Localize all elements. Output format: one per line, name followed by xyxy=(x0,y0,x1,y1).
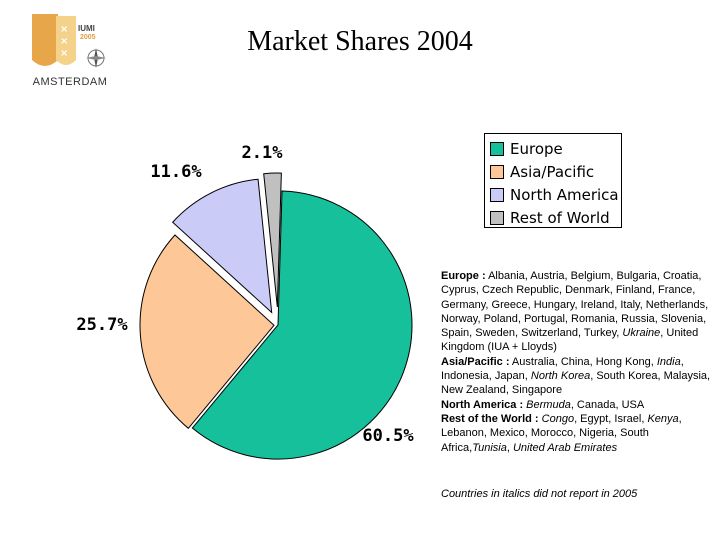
chart-legend: Europe Asia/Pacific North America Rest o… xyxy=(484,133,622,228)
logo-shield-left xyxy=(32,14,58,66)
note-text-italic: Bermuda xyxy=(526,398,571,411)
logo-year: 2005 xyxy=(80,34,96,41)
pie-label-europe: 60.5% xyxy=(362,426,414,446)
note-text-italic: Kenya xyxy=(647,412,679,425)
legend-label-rest-of-world: Rest of World xyxy=(510,208,610,227)
logo-crosses: × × × xyxy=(60,24,68,59)
legend-swatch-asia-pacific xyxy=(490,164,504,179)
legend-label-europe: Europe xyxy=(510,139,563,158)
legend-item-europe: Europe xyxy=(490,137,621,160)
legend-label-asia-pacific: Asia/Pacific xyxy=(510,162,595,181)
legend-label-north-america: North America xyxy=(510,185,619,204)
region-notes: Europe : Albania, Austria, Belgium, Bulg… xyxy=(441,269,717,455)
legend-swatch-north-america xyxy=(490,187,504,202)
note-north-america: North America : Bermuda, Canada, USA xyxy=(441,398,717,412)
note-text: Australia, China, Hong Kong, xyxy=(509,355,657,368)
iumi-amsterdam-logo: × × × IUMI 2005 AMSTERDAM xyxy=(26,10,114,90)
note-rest-of-world: Rest of the World : Congo, Egypt, Israel… xyxy=(441,412,717,455)
pie-slice-europe xyxy=(191,190,413,460)
logo-wordmark: AMSTERDAM xyxy=(32,76,108,88)
note-asia-pacific: Asia/Pacific : Australia, China, Hong Ko… xyxy=(441,355,717,398)
pie-slice-asia-pacific xyxy=(139,234,275,430)
note-text-italic: United Arab Emirates xyxy=(512,441,618,454)
pie-label-north-america: 11.6% xyxy=(150,162,202,182)
note-label: Rest of the World : xyxy=(441,412,539,425)
note-text: , Lebanon, Mexico, Morocco, Nigeria, Sou… xyxy=(441,412,682,454)
svg-text:×: × xyxy=(60,48,68,59)
compass-rose-icon xyxy=(86,48,106,68)
note-text: , United Kingdom (IUA + Lloyds) xyxy=(441,327,699,354)
note-europe: Europe : Albania, Austria, Belgium, Bulg… xyxy=(441,269,717,355)
pie-labels: 60.5% 25.7% 11.6% 2.1% xyxy=(76,143,414,446)
svg-text:×: × xyxy=(60,36,68,47)
shield-logo-icon: × × × xyxy=(32,14,106,68)
note-label: Europe : xyxy=(441,270,486,282)
note-label: Asia/Pacific : xyxy=(441,355,510,368)
note-text-italic: North Korea xyxy=(530,370,591,383)
note-text: , South Korea, Malaysia, New Zealand, Si… xyxy=(441,370,711,397)
note-text-italic: Congo xyxy=(541,412,575,425)
legend-item-rest-of-world: Rest of World xyxy=(490,206,621,229)
svg-text:×: × xyxy=(60,24,68,35)
pie-label-rest-of-world: 2.1% xyxy=(242,143,284,163)
note-text: , Canada, USA xyxy=(570,398,645,411)
pie-slices xyxy=(139,172,413,460)
note-text: , xyxy=(506,441,513,454)
note-text-italic: Tunisia xyxy=(472,441,507,454)
logo-shield-right xyxy=(56,16,76,65)
pie-slice-north-america xyxy=(171,178,273,314)
note-label: North America : xyxy=(441,398,524,411)
legend-item-north-america: North America xyxy=(490,183,621,206)
note-text-italic: Ukraine xyxy=(622,327,661,340)
logo-badge: IUMI xyxy=(78,24,95,33)
legend-swatch-europe xyxy=(490,141,504,156)
note-text: Albania, Austria, Belgium, Bulgaria, Cro… xyxy=(441,270,709,340)
pie-label-asia-pacific: 25.7% xyxy=(76,315,128,335)
note-text-italic: India xyxy=(656,355,681,368)
note-text: , Egypt, Israel, xyxy=(574,412,648,425)
pie-slice-rest-of-world xyxy=(263,172,282,308)
note-text: , Indonesia, Japan, xyxy=(441,355,684,383)
footnote: Countries in italics did not report in 2… xyxy=(441,488,638,500)
legend-swatch-rest-of-world xyxy=(490,210,504,225)
page-title: Market Shares 2004 xyxy=(247,26,473,57)
legend-item-asia-pacific: Asia/Pacific xyxy=(490,160,621,183)
